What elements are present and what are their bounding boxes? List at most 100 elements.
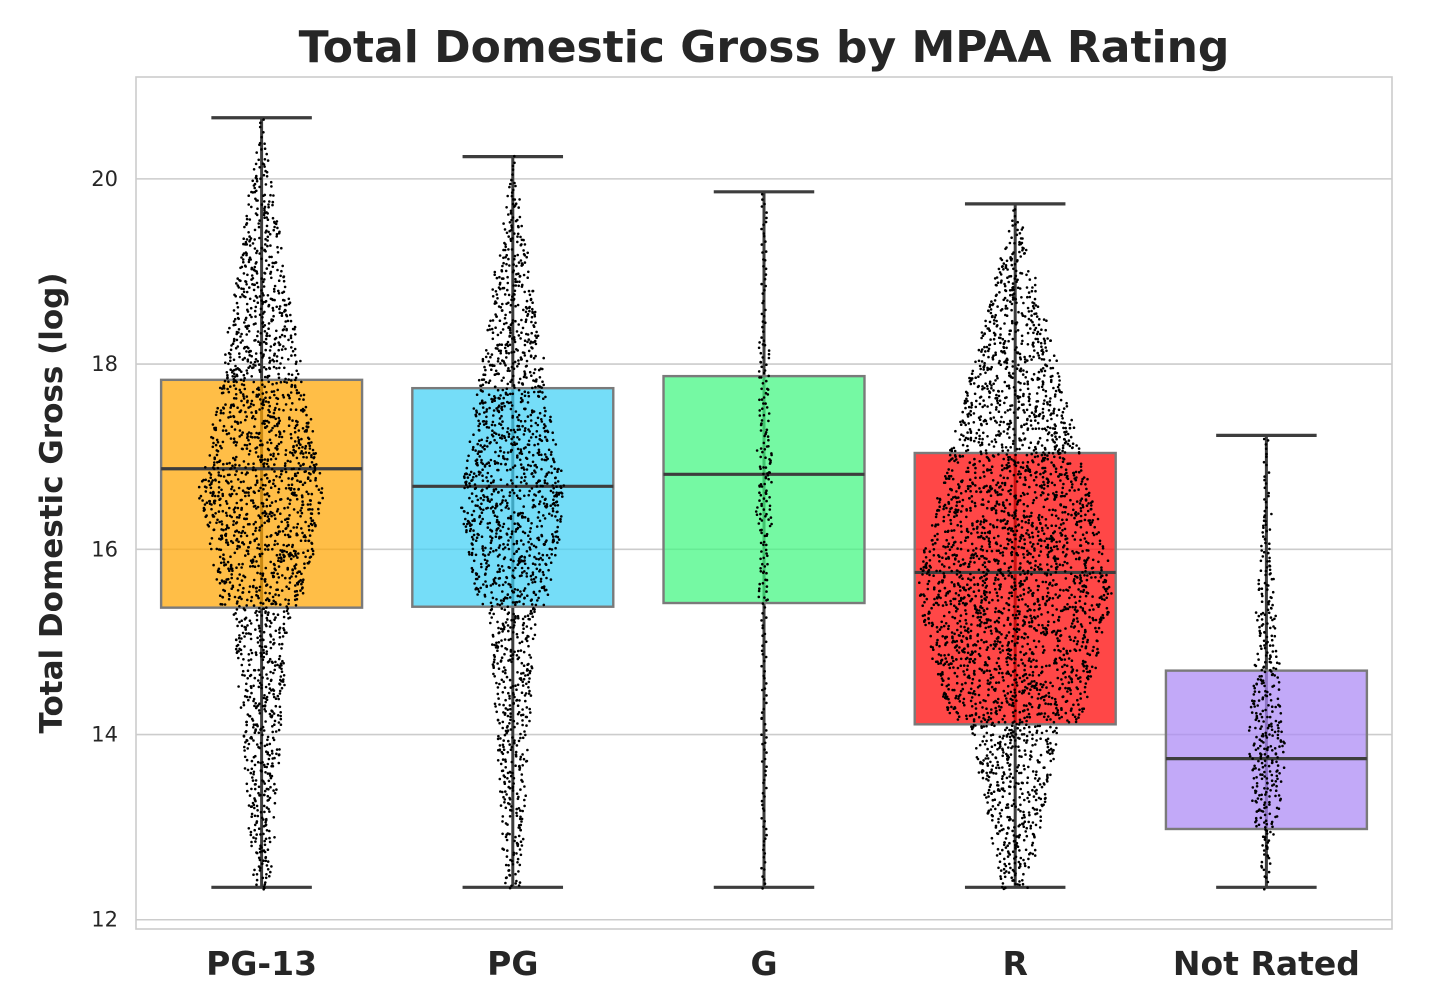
swarm-point — [543, 481, 547, 485]
swarm-point — [1026, 886, 1029, 889]
swarm-point — [472, 407, 476, 410]
swarm-point — [232, 320, 236, 323]
swarm-point — [245, 447, 249, 450]
swarm-point — [264, 484, 267, 487]
swarm-point — [556, 504, 560, 507]
swarm-point — [264, 566, 268, 570]
swarm-point — [1066, 719, 1069, 722]
swarm-point — [991, 721, 994, 725]
swarm-point — [521, 326, 525, 330]
swarm-point — [228, 581, 232, 584]
swarm-point — [249, 673, 253, 677]
swarm-point — [482, 420, 486, 423]
swarm-point — [280, 589, 284, 592]
swarm-point — [1001, 671, 1004, 675]
swarm-point — [524, 733, 527, 737]
swarm-point — [528, 719, 531, 723]
swarm-point — [1086, 670, 1089, 674]
swarm-point — [951, 656, 954, 660]
swarm-point — [978, 701, 982, 704]
swarm-point — [247, 194, 250, 197]
swarm-point — [523, 419, 527, 423]
swarm-point — [252, 604, 256, 607]
swarm-point — [499, 762, 503, 766]
swarm-point — [257, 225, 261, 229]
swarm-point — [274, 457, 278, 461]
swarm-point — [293, 347, 297, 351]
swarm-point — [483, 554, 487, 557]
swarm-point — [227, 597, 231, 601]
swarm-point — [530, 424, 533, 428]
swarm-point — [760, 760, 764, 763]
swarm-point — [284, 403, 288, 406]
swarm-point — [966, 651, 970, 655]
swarm-point — [239, 341, 243, 344]
swarm-point — [516, 224, 520, 228]
swarm-point — [510, 298, 513, 302]
swarm-point — [507, 547, 511, 551]
swarm-point — [249, 685, 253, 688]
swarm-point — [301, 452, 305, 455]
swarm-point — [539, 556, 542, 560]
swarm-point — [1073, 715, 1077, 719]
swarm-point — [272, 454, 275, 458]
swarm-point — [242, 260, 245, 264]
swarm-point — [1029, 827, 1032, 830]
swarm-point — [465, 529, 468, 532]
swarm-point — [507, 235, 511, 238]
swarm-point — [1035, 687, 1038, 690]
swarm-point — [1053, 702, 1057, 706]
swarm-point — [264, 623, 268, 626]
swarm-point — [1029, 824, 1033, 828]
swarm-point — [553, 494, 556, 498]
box-iqr — [159, 378, 364, 609]
swarm-point — [491, 295, 495, 298]
swarm-point — [523, 394, 527, 398]
swarm-point — [255, 820, 259, 823]
swarm-point — [506, 340, 510, 344]
swarm-point — [272, 415, 276, 419]
swarm-point — [541, 367, 544, 371]
swarm-point — [520, 331, 523, 335]
swarm-point — [218, 498, 221, 502]
swarm-point — [504, 269, 508, 273]
swarm-point — [222, 468, 225, 472]
swarm-point — [763, 606, 767, 609]
swarm-point — [509, 380, 512, 384]
swarm-point — [1054, 713, 1058, 716]
swarm-point — [255, 446, 259, 449]
swarm-point — [764, 240, 767, 243]
swarm-point — [1019, 856, 1023, 860]
swarm-point — [494, 548, 498, 552]
swarm-point — [307, 528, 311, 532]
swarm-point — [495, 529, 498, 532]
swarm-point — [235, 566, 238, 569]
swarm-point — [220, 536, 224, 540]
swarm-point — [512, 384, 516, 387]
swarm-point — [518, 438, 521, 441]
swarm-point — [265, 216, 269, 219]
swarm-point — [309, 417, 313, 421]
swarm-point — [253, 360, 257, 364]
swarm-point — [1006, 850, 1010, 853]
swarm-point — [502, 703, 505, 707]
swarm-point — [1026, 776, 1030, 779]
swarm-point — [236, 277, 239, 280]
swarm-point — [280, 642, 284, 646]
swarm-point — [493, 702, 497, 706]
swarm-point — [496, 468, 499, 472]
swarm-point — [962, 670, 965, 673]
swarm-point — [943, 654, 946, 657]
swarm-point — [503, 686, 507, 689]
swarm-point — [538, 479, 542, 483]
swarm-point — [301, 591, 305, 595]
swarm-point — [248, 619, 252, 622]
swarm-point — [1037, 673, 1041, 677]
swarm-point — [249, 648, 253, 652]
swarm-point — [280, 314, 284, 318]
swarm-point — [494, 506, 497, 510]
swarm-point — [509, 515, 513, 518]
swarm-point — [480, 502, 483, 506]
swarm-point — [250, 315, 253, 319]
swarm-point — [974, 707, 978, 710]
